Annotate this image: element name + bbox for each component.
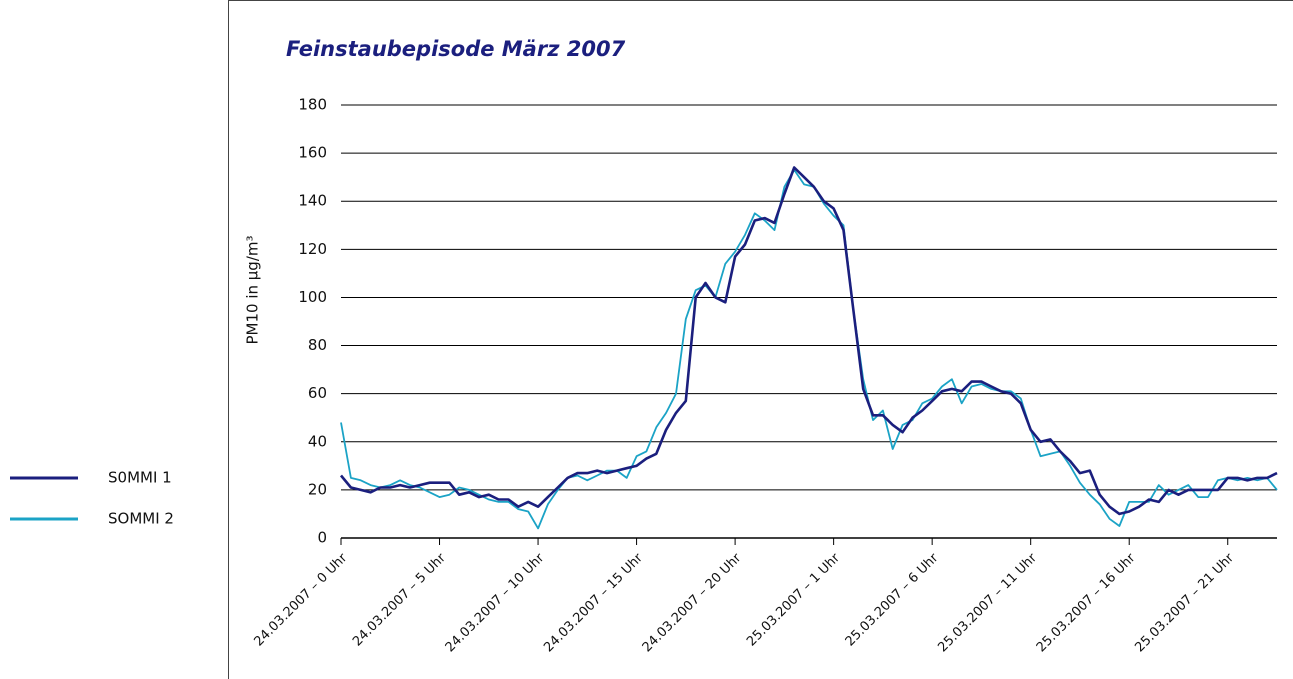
chart-title: Feinstaubepisode März 2007 [286, 37, 626, 61]
x-tick-label: 24.03.2007 – 0 Uhr [252, 550, 351, 649]
x-tick-label: 25.03.2007 – 1 Uhr [744, 550, 843, 649]
legend-label: S0MMI 1 [108, 469, 172, 487]
x-tick-label: 24.03.2007 – 15 Uhr [541, 550, 646, 655]
y-tick-label: 80 [308, 336, 327, 354]
y-tick-label: 60 [308, 384, 327, 402]
y-tick-label: 180 [298, 96, 327, 114]
y-tick-label: 20 [308, 480, 327, 498]
y-tick-label: 40 [308, 432, 327, 450]
y-tick-label: 140 [298, 192, 327, 210]
series-line [340, 169, 1278, 530]
chart-frame [228, 0, 1293, 679]
legend-label: SOMMI 2 [108, 510, 174, 528]
series-line [339, 166, 1278, 516]
x-tick-label: 24.03.2007 – 5 Uhr [350, 550, 449, 649]
y-tick-label: 0 [317, 529, 327, 547]
x-tick-label: 24.03.2007 – 20 Uhr [640, 550, 745, 655]
y-tick-label: 160 [298, 144, 327, 162]
x-tick-label: 25.03.2007 – 11 Uhr [935, 550, 1040, 655]
x-tick-label: 25.03.2007 – 16 Uhr [1034, 550, 1139, 655]
x-tick-label: 25.03.2007 – 21 Uhr [1132, 550, 1237, 655]
y-tick-label: 120 [298, 240, 327, 258]
x-tick-label: 24.03.2007 – 10 Uhr [443, 550, 548, 655]
y-tick-label: 100 [298, 288, 327, 306]
y-axis-label: PM10 in µg/m³ [244, 235, 262, 344]
x-tick-label: 25.03.2007 – 6 Uhr [843, 550, 942, 649]
